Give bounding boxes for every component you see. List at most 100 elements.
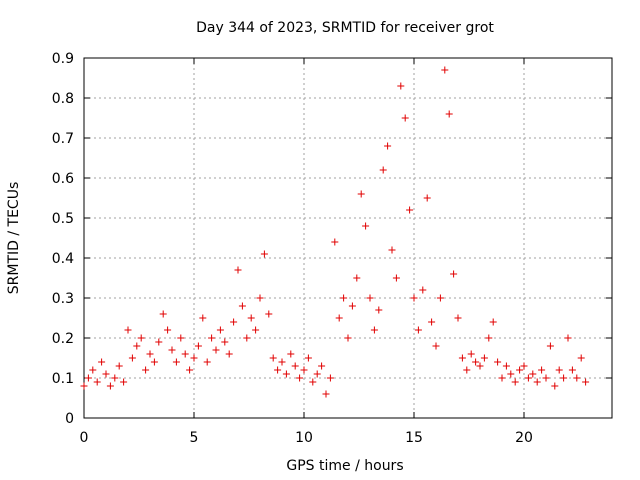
data-point [186, 366, 194, 374]
data-point [494, 358, 502, 366]
data-point [472, 358, 480, 366]
data-point [106, 382, 114, 390]
data-point [172, 358, 180, 366]
data-point [203, 358, 211, 366]
data-point [388, 246, 396, 254]
data-point [419, 286, 427, 294]
data-point [344, 334, 352, 342]
data-point [274, 366, 282, 374]
y-tick-label: 0.2 [52, 331, 74, 347]
data-point [489, 318, 497, 326]
data-point [256, 294, 264, 302]
data-point [555, 366, 563, 374]
data-point [190, 354, 198, 362]
data-point [414, 326, 422, 334]
data-point [177, 334, 185, 342]
data-point [150, 358, 158, 366]
y-tick-label: 0.5 [52, 211, 74, 227]
data-point [208, 334, 216, 342]
data-point [291, 362, 299, 370]
data-point [511, 378, 519, 386]
x-tick-label: 20 [515, 430, 533, 446]
data-point [234, 266, 242, 274]
data-point [269, 354, 277, 362]
data-point [397, 82, 405, 90]
data-point [432, 342, 440, 350]
data-point [304, 354, 312, 362]
data-point [436, 294, 444, 302]
data-point [450, 270, 458, 278]
data-point [392, 274, 400, 282]
data-point [322, 390, 330, 398]
data-point [313, 370, 321, 378]
data-point [221, 338, 229, 346]
data-point [577, 354, 585, 362]
data-point [194, 342, 202, 350]
data-point [384, 142, 392, 150]
y-tick-label: 0.9 [52, 51, 74, 67]
data-point [428, 318, 436, 326]
data-point [366, 294, 374, 302]
data-point [89, 366, 97, 374]
data-point [375, 306, 383, 314]
data-point [168, 346, 176, 354]
data-point [502, 362, 510, 370]
x-tick-label: 0 [80, 430, 89, 446]
y-tick-label: 0 [65, 411, 74, 427]
chart-title: Day 344 of 2023, SRMTID for receiver gro… [196, 20, 494, 36]
data-points [80, 66, 590, 398]
data-point [137, 334, 145, 342]
data-point [260, 250, 268, 258]
data-point [401, 114, 409, 122]
data-point [516, 366, 524, 374]
data-point [142, 366, 150, 374]
data-point [340, 294, 348, 302]
data-point [467, 350, 475, 358]
data-point [287, 350, 295, 358]
data-point [296, 374, 304, 382]
data-point [353, 274, 361, 282]
data-point [458, 354, 466, 362]
data-point [159, 310, 167, 318]
data-point [379, 166, 387, 174]
data-point [212, 346, 220, 354]
data-point [524, 374, 532, 382]
data-point [243, 334, 251, 342]
axis-ticks: 0 5 10 15 20 0 0.1 0.2 0.3 0.4 0.5 0.6 0.7 0.8 0.9 [52, 51, 612, 446]
data-point [309, 378, 317, 386]
y-tick-label: 0.3 [52, 291, 74, 307]
data-point [225, 350, 233, 358]
data-point [441, 66, 449, 74]
data-point [362, 222, 370, 230]
data-point [485, 334, 493, 342]
y-tick-label: 0.6 [52, 171, 74, 187]
data-point [124, 326, 132, 334]
data-point [538, 366, 546, 374]
data-point [326, 374, 334, 382]
data-point [498, 374, 506, 382]
data-point [93, 378, 101, 386]
data-point [423, 194, 431, 202]
data-point [216, 326, 224, 334]
data-point [551, 382, 559, 390]
plot-frame [83, 57, 613, 419]
data-point [230, 318, 238, 326]
data-point [410, 294, 418, 302]
data-point [564, 334, 572, 342]
data-point [546, 342, 554, 350]
data-point [463, 366, 471, 374]
y-tick-label: 0.4 [52, 251, 74, 267]
data-point [533, 378, 541, 386]
data-point [357, 190, 365, 198]
data-point [278, 358, 286, 366]
y-axis-title: SRMTID / TECUs [6, 182, 22, 295]
data-point [252, 326, 260, 334]
data-point [582, 378, 590, 386]
data-point [520, 362, 528, 370]
data-point [115, 362, 123, 370]
data-point [128, 354, 136, 362]
data-point [568, 366, 576, 374]
data-point [454, 314, 462, 322]
data-point [335, 314, 343, 322]
x-tick-label: 15 [405, 430, 423, 446]
